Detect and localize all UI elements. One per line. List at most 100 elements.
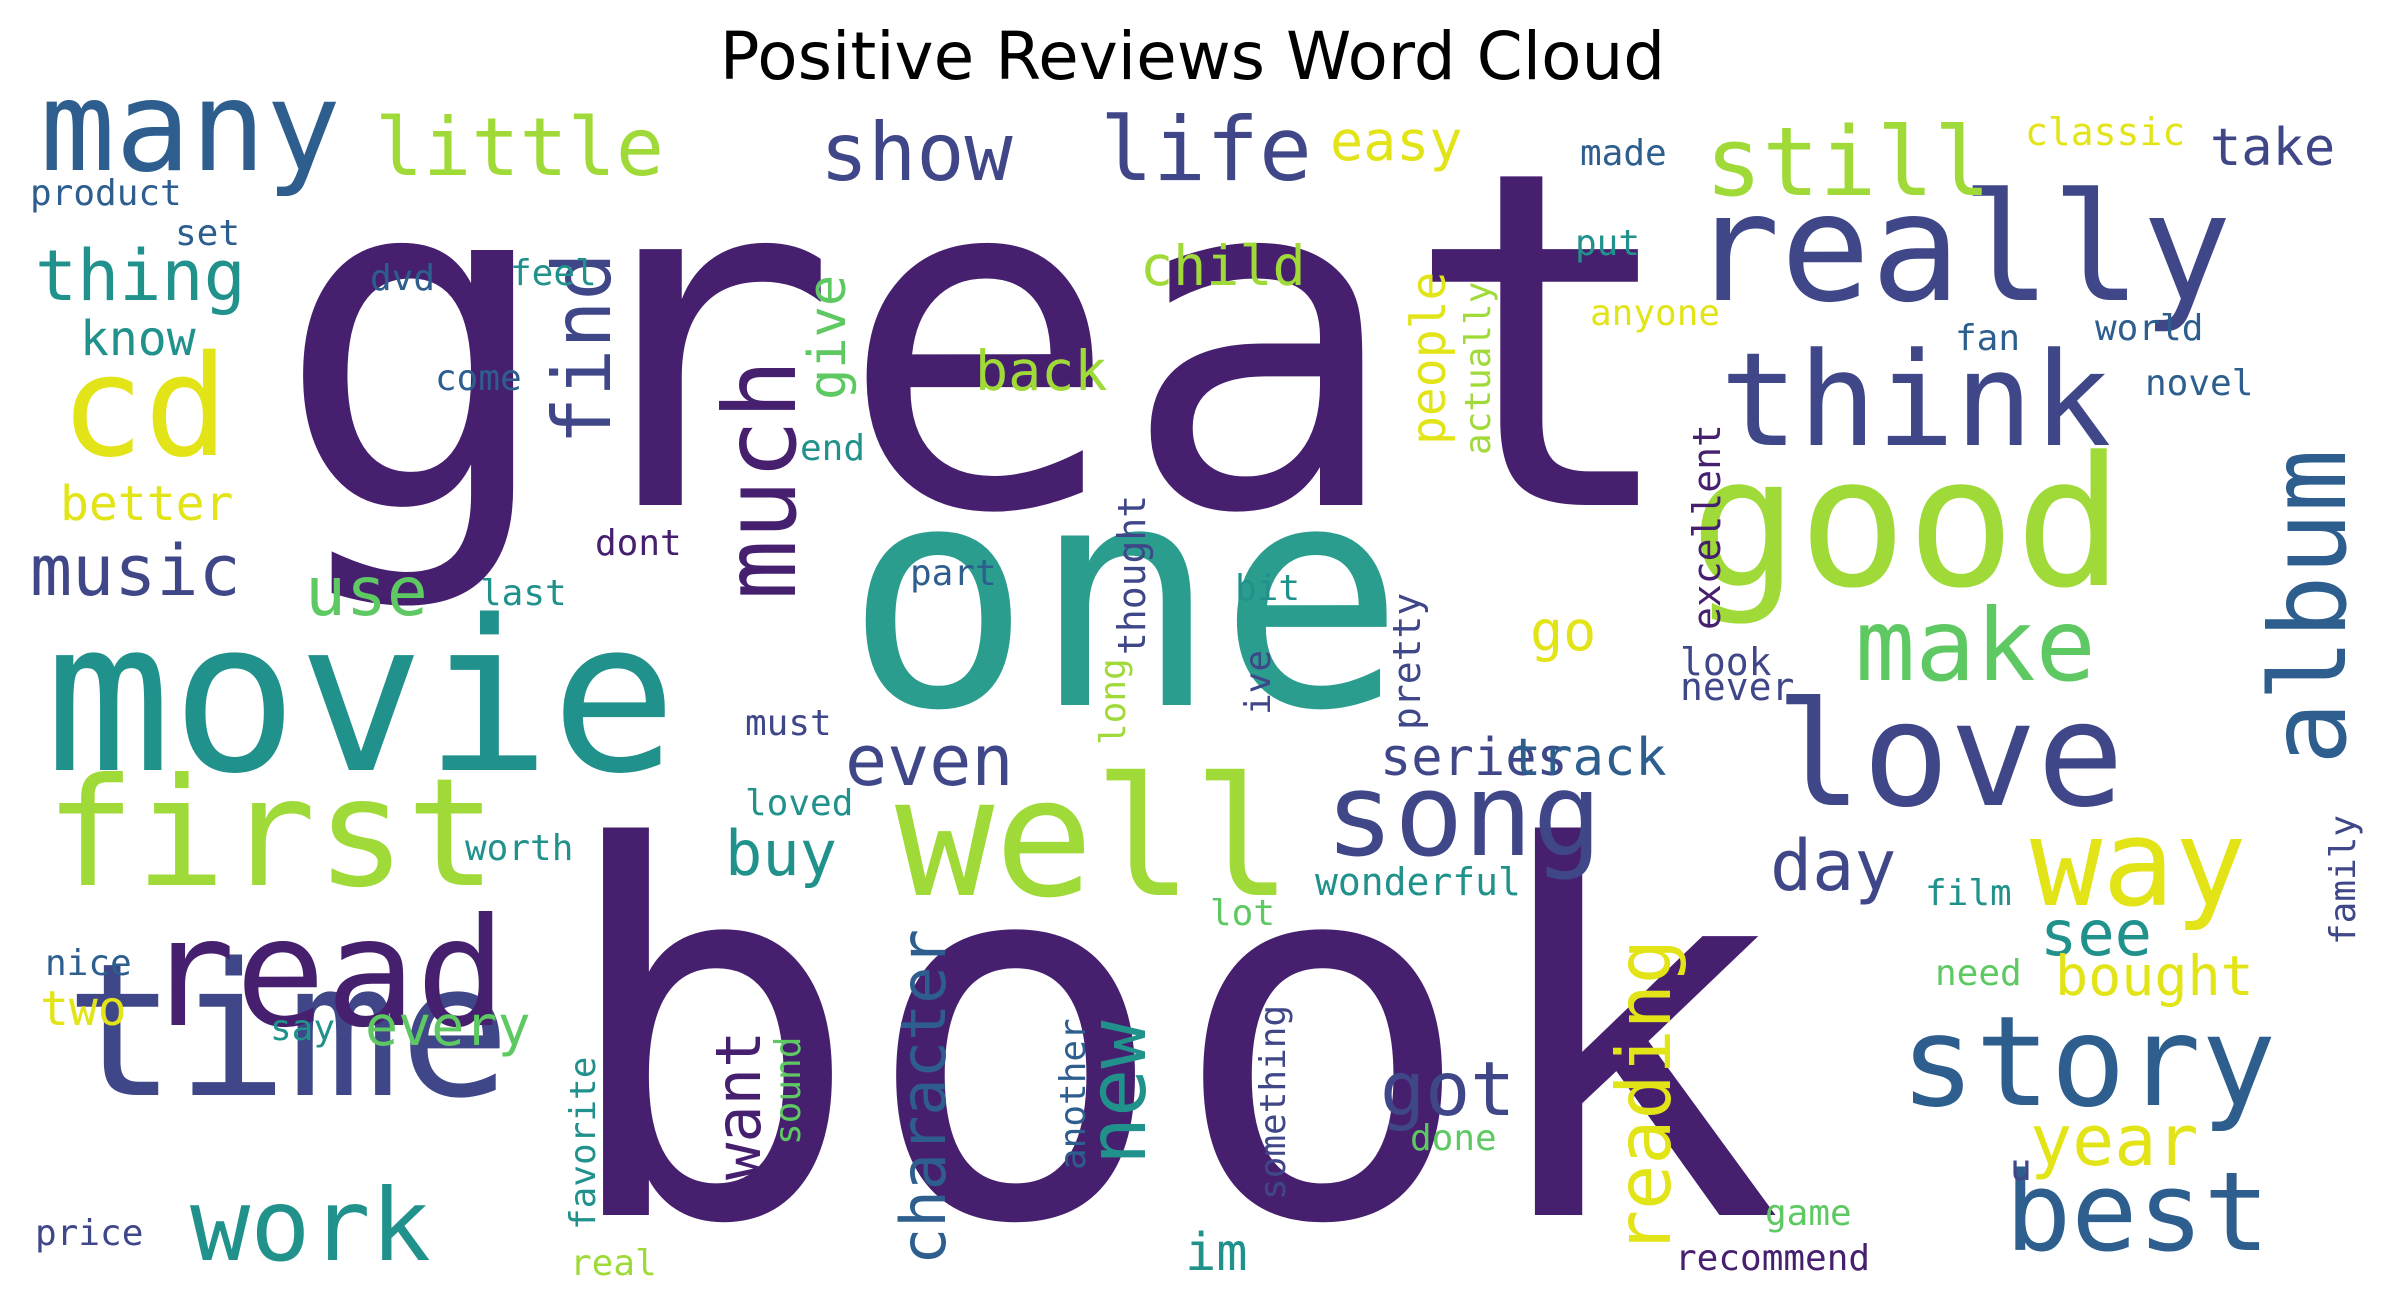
word-fan: fan — [1955, 318, 2020, 359]
word-wonderful: wonderful — [1315, 860, 1521, 904]
word-price: price — [35, 1213, 143, 1254]
word-feel: feel — [510, 253, 597, 294]
word-good: good — [1690, 419, 2123, 628]
word-dvd: dvd — [370, 258, 435, 299]
word-must: must — [745, 703, 832, 744]
word-read: read — [145, 887, 506, 1061]
word-set: set — [175, 213, 240, 254]
word-go: go — [1530, 599, 1596, 663]
word-time: time — [65, 923, 511, 1139]
word-series: series — [1380, 728, 1568, 788]
word-part: part — [910, 553, 997, 594]
word-think: think — [1720, 324, 2111, 476]
word-great: great — [275, 72, 1684, 616]
word-need: need — [1935, 953, 2022, 994]
word-game: game — [1765, 1193, 1852, 1234]
word-im: im — [1185, 1223, 1248, 1283]
word-ive: ive — [1238, 650, 1279, 715]
word-track: track — [1510, 728, 1667, 788]
word-take: take — [2210, 118, 2335, 178]
word-song: song — [1325, 749, 1602, 883]
word-excellent: excellent — [1685, 424, 1729, 630]
word-give: give — [798, 275, 858, 400]
word-product: product — [30, 173, 182, 214]
word-end: end — [800, 428, 865, 469]
word-recommend: recommend — [1675, 1238, 1870, 1279]
word-two: two — [40, 981, 127, 1037]
word-look: look — [1680, 640, 1772, 684]
word-new: new — [1071, 1020, 1164, 1165]
word-put: put — [1575, 223, 1640, 264]
word-novel: novel — [2145, 363, 2253, 404]
word-use: use — [305, 553, 428, 632]
word-family: family — [2323, 815, 2364, 945]
word-show: show — [820, 106, 1013, 199]
word-lot: lot — [1210, 893, 1275, 934]
word-pretty: pretty — [1385, 593, 1429, 730]
word-u: u — [2010, 1148, 2032, 1189]
word-well: well — [895, 742, 1292, 934]
word-something: something — [1253, 1005, 1294, 1200]
word-first: first — [45, 747, 497, 921]
word-year: year — [2030, 1100, 2199, 1182]
word-long: long — [1093, 658, 1134, 745]
word-day: day — [1770, 825, 1896, 907]
word-people: people — [1401, 272, 1457, 445]
word-classic: classic — [2025, 110, 2185, 154]
word-music: music — [30, 530, 241, 612]
word-back: back — [975, 339, 1107, 403]
word-favorite: favorite — [563, 1057, 604, 1230]
word-character: character — [887, 929, 960, 1265]
word-come: come — [435, 358, 522, 399]
word-way: way — [2030, 795, 2247, 934]
word-bought: bought — [2055, 944, 2254, 1008]
word-book: book — [555, 743, 1783, 1299]
word-one: one — [845, 418, 1405, 779]
word-easy: easy — [1330, 109, 1462, 173]
word-album: album — [2248, 449, 2370, 765]
word-best: best — [2005, 1148, 2270, 1276]
word-still: still — [1705, 108, 1991, 218]
word-many: many — [40, 55, 341, 200]
word-story: story — [1900, 990, 2276, 1135]
chart-title: Positive Reviews Word Cloud — [719, 18, 1666, 95]
word-loved: loved — [745, 783, 853, 824]
word-anyone: anyone — [1590, 293, 1720, 334]
word-even: even — [845, 720, 1014, 802]
word-last: last — [480, 573, 567, 614]
word-actually: actually — [1458, 282, 1499, 455]
word-another: another — [1053, 1018, 1094, 1170]
word-see: see — [2040, 897, 2152, 970]
word-nice: nice — [45, 943, 132, 984]
word-bit: bit — [1235, 568, 1300, 609]
word-never: never — [1680, 665, 1794, 709]
word-got: got — [1380, 1045, 1515, 1133]
word-work: work — [190, 1167, 431, 1284]
word-make: make — [1855, 587, 2096, 704]
word-know: know — [80, 311, 196, 367]
word-worth: worth — [465, 828, 573, 869]
word-really: really — [1690, 162, 2232, 336]
word-say: say — [270, 1008, 335, 1049]
word-dont: dont — [595, 523, 682, 564]
word-world: world — [2095, 308, 2203, 349]
word-thought: thought — [1110, 495, 1154, 655]
word-thing: thing — [35, 235, 246, 317]
word-done: done — [1410, 1118, 1497, 1159]
word-real: real — [570, 1243, 657, 1284]
word-made: made — [1580, 133, 1667, 174]
word-find: find — [536, 252, 629, 445]
word-movie: movie — [45, 575, 677, 820]
word-sound: sound — [768, 1037, 809, 1145]
word-buy: buy — [725, 817, 837, 890]
word-much: much — [702, 359, 819, 600]
word-child: child — [1140, 234, 1306, 298]
word-better: better — [60, 476, 233, 532]
word-want: want — [702, 1031, 775, 1180]
word-film: film — [1925, 873, 2012, 914]
word-little: little — [375, 101, 664, 194]
word-reading: reading — [1600, 939, 1688, 1255]
word-every: every — [365, 994, 531, 1058]
word-life: life — [1100, 98, 1312, 201]
